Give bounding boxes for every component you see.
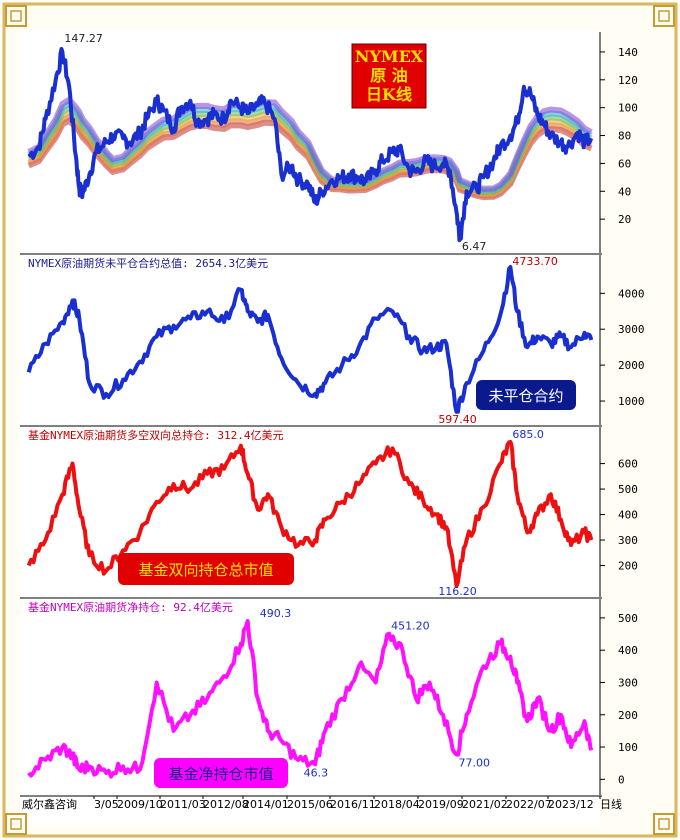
y-tick-label: 600 <box>618 458 638 471</box>
y-tick-label: 100 <box>618 102 638 115</box>
annotation-label: 451.20 <box>391 620 430 633</box>
y-tick-label: 1000 <box>618 395 645 408</box>
y-tick-label: 100 <box>618 741 638 754</box>
y-tick-label: 500 <box>618 483 638 496</box>
corner-ornament-bl <box>5 813 27 835</box>
y-tick-label: 140 <box>618 46 638 59</box>
y-tick-label: 2000 <box>618 359 645 372</box>
panel-title: 基金NYMEX原油期货多空双向总持仓: 312.4亿美元 <box>28 428 283 442</box>
chart-panel-3: 200 300 400 500 600 685.0 116.20 基金NYMEX原油期货多空双… <box>20 427 638 599</box>
corner-ornament-tl <box>5 5 27 27</box>
y-tick-label: 200 <box>618 709 638 722</box>
annotation-label: 46.3 <box>304 766 329 779</box>
footer-brand: 威尔鑫咨询 <box>22 797 77 811</box>
title-badge-line: 日K线 <box>366 85 412 104</box>
annotation-label: 116.20 <box>438 585 477 598</box>
y-tick-label: 500 <box>618 612 638 625</box>
y-tick-label: 400 <box>618 509 638 522</box>
x-tick-label: 2023/12 <box>548 798 594 811</box>
title-badge-line: NYMEX <box>355 47 424 66</box>
x-tick-label: 2012/08 <box>203 798 249 811</box>
y-tick-label: 20 <box>618 213 631 226</box>
chart-panel-2: 1000 2000 3000 4000 4733.70 597.40 NYMEX原油期货未平… <box>20 255 645 427</box>
y-tick-label: 40 <box>618 185 631 198</box>
x-tick-label: 2022/07 <box>506 798 552 811</box>
annotation-label: 6.47 <box>462 240 487 253</box>
annotation-label: 685.0 <box>512 428 544 441</box>
y-tick-label: 200 <box>618 560 638 573</box>
series-badge <box>154 758 288 788</box>
x-tick-label: 2014/01 <box>243 798 289 811</box>
panel-title: 基金NYMEX原油期货净持仓: 92.4亿美元 <box>28 600 233 614</box>
y-tick-label: 80 <box>618 130 631 143</box>
series-line <box>26 265 594 414</box>
chart-panel-4: 0 100 200 300 400 500 490.3 451.20 46.3 77.00 基金NY… <box>20 599 638 797</box>
series-badge-label: 基金净持仓市值 <box>168 765 273 783</box>
corner-ornament-tr <box>653 5 675 27</box>
x-tick-label: 3/05 <box>94 798 119 811</box>
y-tick-label: 3000 <box>618 323 645 336</box>
x-tick-label: 2016/11 <box>330 798 376 811</box>
series-line <box>26 439 594 588</box>
x-tick-label: 2018/04 <box>374 798 420 811</box>
x-tick-label: 2011/03 <box>160 798 206 811</box>
moving-average-band <box>27 95 593 192</box>
annotation-label: 77.00 <box>459 756 491 769</box>
x-tick-label: 2021/02 <box>462 798 508 811</box>
y-tick-label: 300 <box>618 534 638 547</box>
y-tick-label: 4000 <box>618 287 645 300</box>
y-tick-label: 120 <box>618 74 638 87</box>
corner-ornament-br <box>653 813 675 835</box>
y-tick-label: 0 <box>618 773 625 786</box>
x-tick-label: 日线 <box>600 797 622 811</box>
series-badge <box>118 553 294 585</box>
series-line <box>27 619 594 779</box>
series-badge <box>476 380 576 410</box>
series-badge-label: 基金双向持仓总市值 <box>138 561 273 579</box>
series-line <box>27 47 594 243</box>
x-tick-label: 2019/09 <box>418 798 464 811</box>
annotation-label: 597.40 <box>438 413 477 426</box>
x-tick-label: 2009/10 <box>117 798 163 811</box>
title-badge-line: 原 油 <box>370 66 408 85</box>
annotation-label: 490.3 <box>260 607 292 620</box>
title-badge <box>351 43 427 109</box>
y-tick-label: 300 <box>618 676 638 689</box>
y-tick-label: 60 <box>618 157 631 170</box>
annotation-label: 147.27 <box>64 32 103 45</box>
y-tick-label: 400 <box>618 644 638 657</box>
annotation-label: 4733.70 <box>512 255 558 268</box>
panel-title: NYMEX原油期货未平仓合约总值: 2654.3亿美元 <box>28 256 268 270</box>
x-tick-label: 2015/06 <box>287 798 333 811</box>
series-badge-label: 未平仓合约 <box>488 387 563 405</box>
